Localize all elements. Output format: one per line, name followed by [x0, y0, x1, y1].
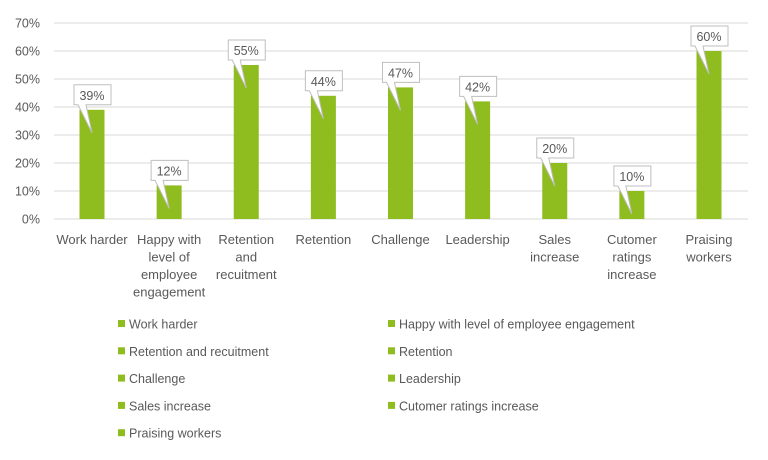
bar: [465, 101, 491, 219]
category-label: ratings: [612, 250, 652, 265]
legend-swatch: [388, 401, 395, 409]
legend-swatch: [388, 347, 395, 355]
bar: [388, 87, 413, 220]
bar: [310, 95, 336, 219]
category-label: increase: [607, 267, 656, 282]
legend-label: Leadership: [399, 372, 461, 386]
category-label: employee: [141, 267, 197, 282]
bar: [696, 51, 722, 219]
legend-swatch: [388, 374, 395, 382]
category-label: Happy with: [137, 232, 201, 247]
y-tick-label: 30%: [15, 129, 40, 143]
category-label: Sales: [538, 232, 571, 247]
data-label-callout: [613, 165, 652, 215]
data-label-callout: [150, 159, 189, 209]
legend-swatch: [388, 320, 395, 327]
legend-swatch: [118, 429, 125, 437]
category-label: and: [235, 250, 257, 265]
y-tick-label: 20%: [15, 157, 40, 171]
data-label-callout: [304, 70, 343, 120]
category-label: workers: [685, 250, 732, 265]
category-label: Leadership: [445, 232, 509, 247]
data-label-callout: [459, 75, 498, 125]
data-label-callout: [382, 61, 420, 111]
data-label: 12%: [157, 164, 182, 178]
category-label: increase: [530, 250, 579, 265]
category-label: Retention: [296, 232, 352, 247]
legend-label: Happy with level of employee engagement: [399, 318, 635, 332]
legend-label: Praising workers: [129, 427, 221, 441]
y-tick-label: 10%: [15, 185, 40, 199]
data-label: 10%: [619, 170, 644, 184]
legend-label: Challenge: [129, 372, 185, 386]
legend-label: Work harder: [129, 318, 198, 332]
data-label: 20%: [542, 142, 567, 156]
legend-label: Retention and recuitment: [129, 345, 269, 359]
data-label: 44%: [311, 75, 336, 89]
legend-swatch: [118, 347, 125, 355]
data-label-callout: [227, 39, 266, 89]
y-tick-label: 50%: [15, 73, 40, 87]
y-tick-label: 70%: [15, 17, 40, 31]
legend-label: Cutomer ratings increase: [399, 399, 539, 413]
category-label: recuitment: [216, 267, 277, 282]
bar: [233, 65, 259, 219]
data-label: 60%: [696, 30, 721, 44]
legend-label: Sales increase: [129, 399, 211, 413]
category-label: Work harder: [56, 232, 128, 247]
category-label: engagement: [133, 285, 206, 300]
legend-label: Retention: [399, 345, 453, 359]
bar: [542, 163, 568, 219]
legend-swatch: [118, 401, 125, 409]
category-label: Praising: [686, 232, 733, 247]
y-tick-label: 0%: [22, 213, 40, 227]
bar: [79, 109, 105, 219]
y-tick-label: 60%: [15, 45, 40, 59]
category-label: Cutomer: [607, 232, 658, 247]
data-label: 47%: [388, 66, 413, 80]
category-label: level of: [149, 250, 191, 265]
data-label-callout: [690, 25, 729, 75]
y-tick-label: 40%: [15, 101, 40, 115]
data-label: 55%: [234, 44, 259, 58]
data-label-callout: [536, 137, 575, 187]
category-label: Retention: [218, 232, 274, 247]
category-label: Challenge: [371, 232, 430, 247]
legend-swatch: [118, 320, 125, 327]
data-label: 42%: [465, 80, 490, 94]
data-label: 39%: [79, 89, 104, 103]
legend-swatch: [118, 374, 125, 382]
data-label-callout: [73, 84, 112, 134]
